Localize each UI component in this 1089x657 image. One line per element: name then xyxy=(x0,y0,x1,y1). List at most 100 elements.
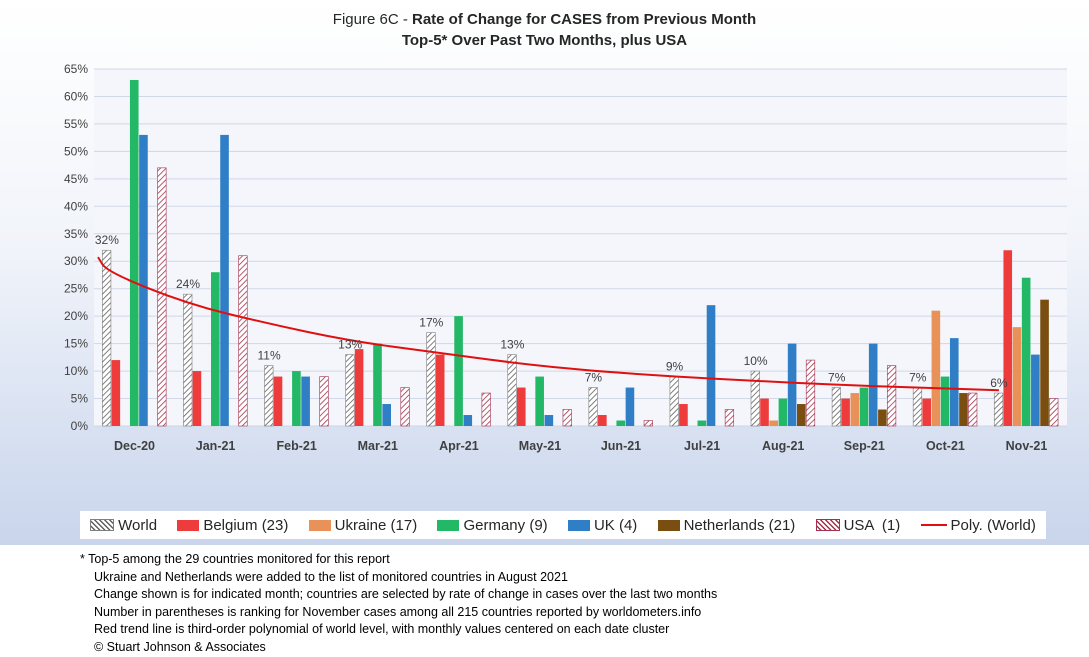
bar-world xyxy=(750,370,760,427)
bar-world xyxy=(912,387,923,427)
legend-item: World xyxy=(90,517,157,534)
x-tick-label: May-21 xyxy=(519,439,561,453)
legend-label: Germany (9) xyxy=(463,516,548,534)
data-label: 7% xyxy=(909,371,927,385)
y-tick-label: 15% xyxy=(64,337,88,351)
bar-germany xyxy=(129,79,139,426)
chart-plot: 0% 5% 10% 15% 20% 25% 30% 35% 40% 45% 50% 55% 60% 65%… xyxy=(64,62,1067,453)
bar-netherlands xyxy=(878,409,887,426)
bar-belgium xyxy=(841,398,850,426)
bar-usa xyxy=(886,365,897,427)
legend-label: Belgium (23) xyxy=(203,516,289,534)
data-label: 9% xyxy=(666,360,684,374)
bar-belgium xyxy=(679,404,688,426)
bar-ukraine xyxy=(850,393,860,426)
legend-key xyxy=(920,524,947,526)
bar-world xyxy=(588,387,598,427)
y-tick-label: 0% xyxy=(71,419,89,433)
legend-key xyxy=(567,519,590,531)
bar-belgium xyxy=(516,387,526,426)
footnote-line: Ukraine and Netherlands were added to th… xyxy=(94,569,568,584)
bar-uk xyxy=(220,134,229,426)
legend-item: USA (1) xyxy=(815,516,901,534)
bar-belgium xyxy=(435,354,445,426)
bar-belgium xyxy=(273,376,283,426)
bar-usa xyxy=(319,376,329,427)
y-tick-label: 5% xyxy=(71,392,89,406)
x-tick-label: Feb-21 xyxy=(277,439,317,453)
bar-uk xyxy=(139,134,148,426)
legend-key xyxy=(437,519,460,531)
legend-key xyxy=(815,519,840,531)
plot-area xyxy=(94,69,1067,426)
bar-usa xyxy=(400,387,410,427)
x-tick-label: Nov-21 xyxy=(1006,439,1048,453)
bar-uk xyxy=(463,415,473,426)
bar-ukraine xyxy=(931,310,941,426)
x-tick-label: Jun-21 xyxy=(601,439,641,453)
x-tick-label: Apr-21 xyxy=(439,439,479,453)
bar-usa xyxy=(1049,398,1059,427)
bar-belgium xyxy=(922,398,931,426)
chart-title-line-2: Top-5* Over Past Two Months, plus USA xyxy=(401,32,688,49)
bar-world xyxy=(669,376,679,427)
y-tick-label: 20% xyxy=(64,309,88,323)
footnote-line: * Top-5 among the 29 countries monitored… xyxy=(80,552,390,566)
bar-belgium xyxy=(598,415,607,426)
bar-belgium xyxy=(111,360,121,426)
footnote: * Top-5 among the 29 countries monitored… xyxy=(80,551,717,657)
bar-germany xyxy=(616,420,626,426)
y-tick-label: 35% xyxy=(64,227,88,241)
x-tick-label: Oct-21 xyxy=(926,439,965,453)
bar-germany xyxy=(211,272,220,426)
legend-item: Poly. (World) xyxy=(920,516,1036,534)
legend-label: Netherlands (21) xyxy=(683,516,796,534)
data-label: 13% xyxy=(500,338,524,352)
chart-panel: Figure 6C - Rate of Change for CASES fro… xyxy=(0,0,1089,545)
y-tick-label: 55% xyxy=(64,117,88,131)
legend-label: UK (4) xyxy=(593,516,638,534)
bar-usa xyxy=(481,392,491,427)
data-label: 17% xyxy=(419,316,443,330)
x-tick-label: Aug-21 xyxy=(762,439,804,453)
data-label: 10% xyxy=(744,354,768,368)
bar-germany xyxy=(373,343,382,426)
footnote-line: Red trend line is third-order polynomial… xyxy=(94,622,670,637)
bar-usa xyxy=(562,409,572,427)
data-label: 13% xyxy=(338,338,362,352)
bar-uk xyxy=(382,404,391,426)
x-tick-label: Dec-20 xyxy=(114,439,155,453)
bar-uk xyxy=(625,387,635,426)
data-label: 11% xyxy=(258,349,281,363)
legend-key xyxy=(657,519,680,531)
chart-title-line-1: Figure 6C - Rate of Change for CASES fro… xyxy=(0,11,1089,28)
chart-title-main: Rate of Change for CASES from Previous M… xyxy=(412,11,757,28)
bar-usa xyxy=(643,420,653,427)
bar-usa xyxy=(157,167,167,427)
y-tick-label: 65% xyxy=(64,62,88,76)
bar-belgium xyxy=(760,398,769,426)
bar-world xyxy=(102,249,112,427)
bar-ukraine xyxy=(1012,327,1022,426)
footnote-line: © Stuart Johnson & Associates xyxy=(94,639,266,654)
chart-title-prefix: Figure 6C - xyxy=(332,11,412,28)
legend-label: USA (1) xyxy=(843,516,901,534)
bar-world xyxy=(183,293,193,427)
bar-netherlands xyxy=(797,404,806,426)
y-tick-label: 60% xyxy=(64,89,88,103)
legend-label: Poly. (World) xyxy=(950,516,1036,534)
y-tick-label: 45% xyxy=(64,172,88,186)
legend-key xyxy=(308,519,331,531)
bar-uk xyxy=(706,305,716,426)
data-label: 6% xyxy=(990,376,1008,390)
bar-germany xyxy=(778,398,788,426)
x-tick-label: Sep-21 xyxy=(844,439,885,453)
bar-uk xyxy=(544,415,554,426)
bar-world xyxy=(993,392,1004,427)
bar-uk xyxy=(1031,354,1040,426)
bar-netherlands xyxy=(1040,299,1049,426)
legend-item: Belgium (23) xyxy=(177,517,288,534)
x-tick-label: Jan-21 xyxy=(196,439,236,453)
legend-item: Ukraine (17) xyxy=(308,517,417,534)
bar-germany xyxy=(1021,277,1031,426)
